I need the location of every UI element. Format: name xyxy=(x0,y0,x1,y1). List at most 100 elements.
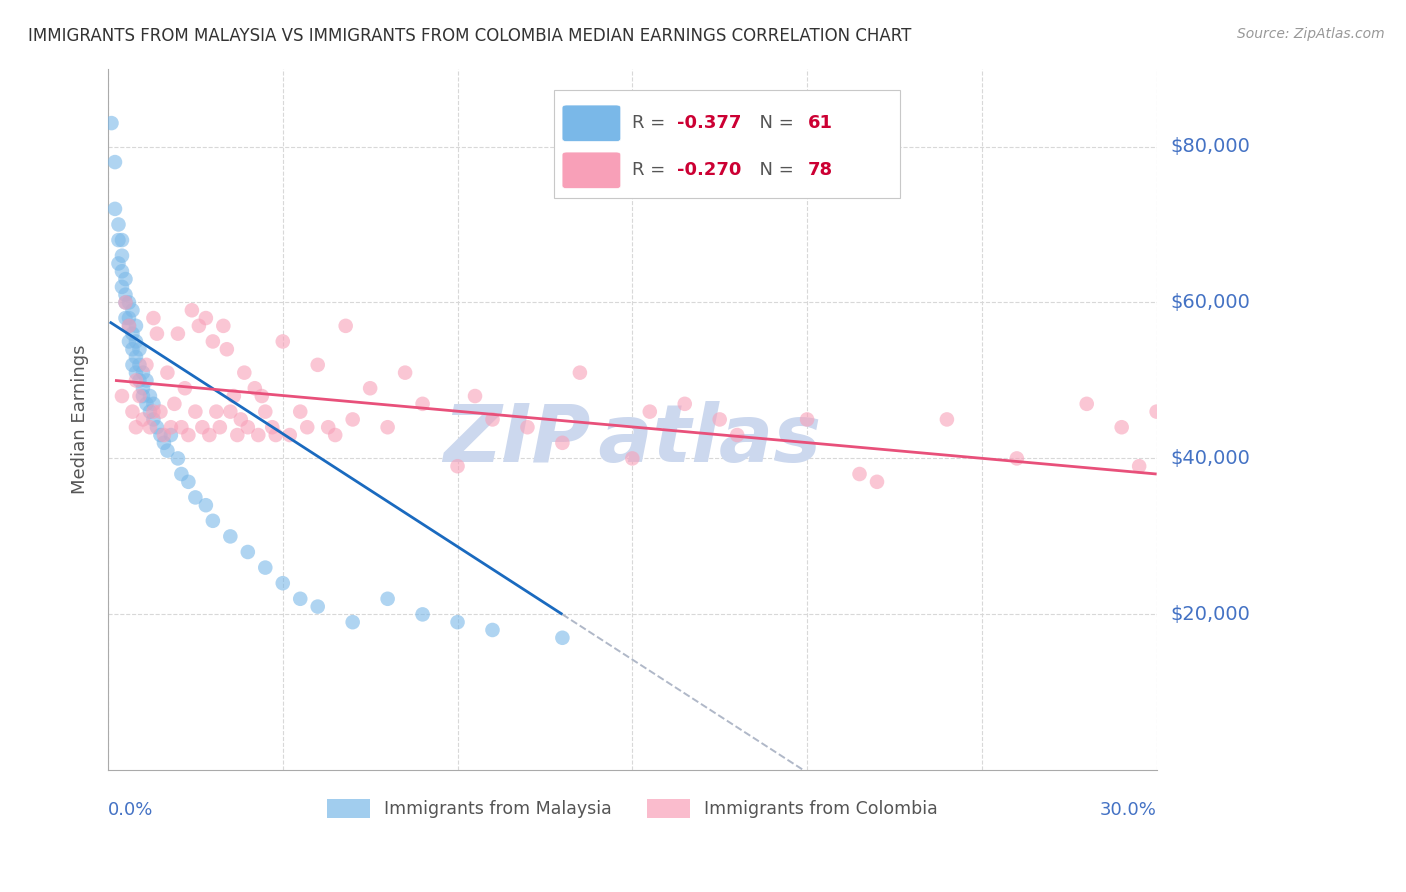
Point xyxy=(160,420,183,434)
Point xyxy=(111,389,134,403)
Point xyxy=(254,404,277,418)
Point xyxy=(446,459,468,474)
Point xyxy=(111,264,134,278)
Point xyxy=(167,451,190,466)
Point xyxy=(725,428,748,442)
Point xyxy=(481,623,503,637)
Point xyxy=(163,397,186,411)
Text: $80,000: $80,000 xyxy=(1171,137,1250,156)
Point xyxy=(132,366,155,380)
Point xyxy=(481,412,503,426)
Point xyxy=(121,404,143,418)
Point xyxy=(135,358,157,372)
Point xyxy=(236,545,259,559)
Point xyxy=(1111,420,1133,434)
Point xyxy=(271,576,294,591)
Point xyxy=(128,343,150,357)
Point xyxy=(194,498,217,512)
Point xyxy=(135,397,157,411)
Point xyxy=(226,428,249,442)
Point xyxy=(118,295,141,310)
Point xyxy=(848,467,870,481)
Point xyxy=(673,397,696,411)
Point xyxy=(121,343,143,357)
Point xyxy=(174,381,197,395)
Point xyxy=(201,334,224,349)
Text: R =: R = xyxy=(633,114,671,132)
Point xyxy=(222,389,245,403)
Point xyxy=(796,412,818,426)
Point xyxy=(568,366,591,380)
Point xyxy=(142,311,165,326)
FancyBboxPatch shape xyxy=(554,89,900,198)
Point xyxy=(215,343,238,357)
Point xyxy=(128,389,150,403)
Point xyxy=(139,404,162,418)
Point xyxy=(342,412,364,426)
Point xyxy=(412,397,434,411)
Point xyxy=(132,412,155,426)
Text: $20,000: $20,000 xyxy=(1171,605,1250,624)
Point xyxy=(156,366,179,380)
Point xyxy=(219,404,242,418)
Text: 78: 78 xyxy=(807,161,832,179)
Text: 61: 61 xyxy=(807,114,832,132)
Point xyxy=(107,256,129,270)
Point xyxy=(233,366,256,380)
Text: IMMIGRANTS FROM MALAYSIA VS IMMIGRANTS FROM COLOMBIA MEDIAN EARNINGS CORRELATION: IMMIGRANTS FROM MALAYSIA VS IMMIGRANTS F… xyxy=(28,27,911,45)
Point xyxy=(262,420,284,434)
Point xyxy=(114,295,136,310)
Point xyxy=(118,311,141,326)
Point xyxy=(114,287,136,301)
Point xyxy=(191,420,214,434)
Point xyxy=(219,529,242,543)
Point xyxy=(446,615,468,630)
Point xyxy=(194,311,217,326)
Point xyxy=(187,318,209,333)
FancyBboxPatch shape xyxy=(562,152,621,188)
Point xyxy=(153,428,176,442)
Text: N =: N = xyxy=(748,161,799,179)
Point xyxy=(335,318,357,333)
Point xyxy=(104,155,127,169)
Point xyxy=(121,303,143,318)
Point xyxy=(290,404,312,418)
Point xyxy=(243,381,266,395)
Point xyxy=(177,475,200,489)
Point xyxy=(139,420,162,434)
Text: -0.270: -0.270 xyxy=(678,161,742,179)
Point xyxy=(212,318,235,333)
Point xyxy=(111,249,134,263)
Point xyxy=(167,326,190,341)
Point xyxy=(254,560,277,574)
Point xyxy=(139,389,162,403)
Point xyxy=(551,631,574,645)
Point xyxy=(114,272,136,286)
Y-axis label: Median Earnings: Median Earnings xyxy=(72,344,89,494)
Point xyxy=(412,607,434,622)
Point xyxy=(307,599,329,614)
Point xyxy=(342,615,364,630)
Point xyxy=(323,428,346,442)
Text: $40,000: $40,000 xyxy=(1171,449,1250,468)
Point xyxy=(464,389,486,403)
Point xyxy=(170,420,193,434)
Point xyxy=(125,420,148,434)
Point xyxy=(205,404,228,418)
Point xyxy=(114,311,136,326)
Point xyxy=(208,420,231,434)
Point xyxy=(198,428,221,442)
Point xyxy=(1128,459,1150,474)
Point xyxy=(866,475,889,489)
Point xyxy=(135,374,157,388)
Point xyxy=(125,366,148,380)
Point xyxy=(107,218,129,232)
Point xyxy=(377,591,399,606)
Point xyxy=(247,428,270,442)
Point xyxy=(118,334,141,349)
Point xyxy=(290,591,312,606)
Point xyxy=(935,412,957,426)
Point xyxy=(709,412,731,426)
Text: Source: ZipAtlas.com: Source: ZipAtlas.com xyxy=(1237,27,1385,41)
Point xyxy=(114,295,136,310)
